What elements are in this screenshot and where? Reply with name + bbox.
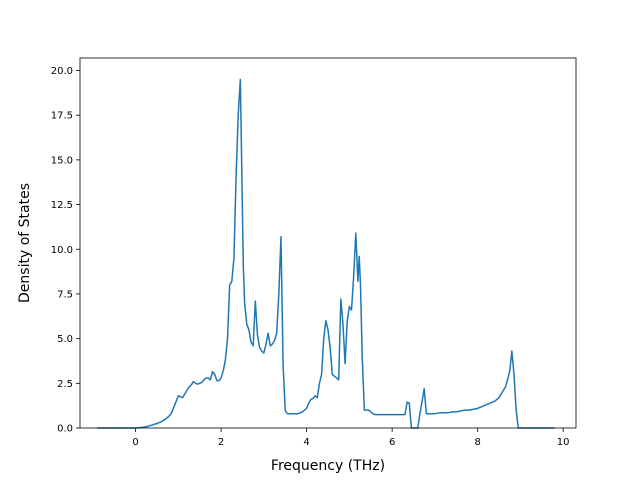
y-tick-label: 12.5 (51, 200, 73, 211)
y-tick-label: 2.5 (57, 379, 73, 390)
y-tick-label: 17.5 (51, 111, 73, 122)
x-axis-label: Frequency (THz) (271, 458, 385, 474)
plot-frame (79, 57, 577, 429)
x-tick-label: 4 (303, 437, 309, 448)
x-tick-label: 0 (132, 437, 138, 448)
dos-series-line (97, 78, 555, 429)
y-tick-label: 20.0 (51, 66, 73, 77)
x-axis-ticks: 0 2 4 6 8 10 (132, 428, 570, 448)
x-tick-label: 10 (557, 437, 570, 448)
y-tick-label: 15.0 (51, 155, 73, 166)
y-tick-label: 0.0 (57, 424, 73, 435)
y-axis-ticks: 0.0 2.5 5.0 7.5 10.0 12.5 15.0 17.5 20.0 (51, 66, 80, 435)
x-tick-label: 6 (389, 437, 395, 448)
y-tick-label: 10.0 (51, 245, 73, 256)
y-tick-label: 7.5 (57, 289, 73, 300)
y-tick-label: 5.0 (57, 334, 73, 345)
x-tick-label: 2 (218, 437, 224, 448)
y-axis-label: Density of States (17, 183, 33, 303)
x-tick-label: 8 (474, 437, 480, 448)
plot-background (80, 58, 576, 428)
